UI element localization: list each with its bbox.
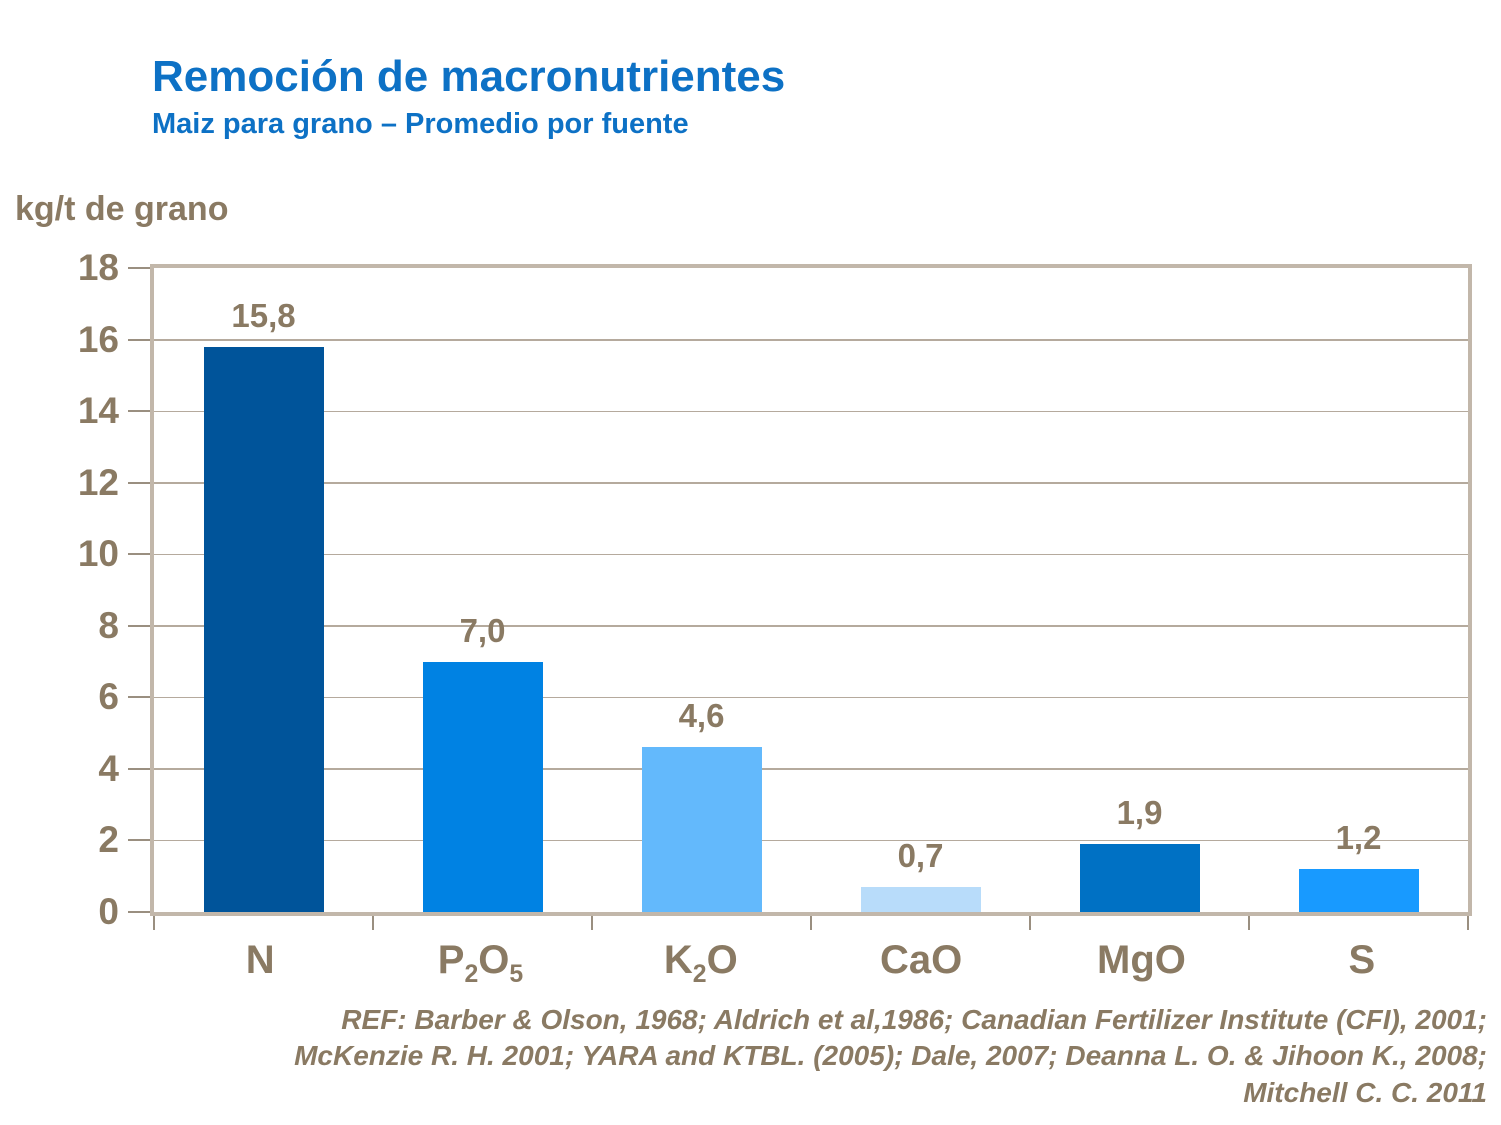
y-axis-tick xyxy=(128,410,150,413)
bar-value-label: 15,8 xyxy=(231,296,296,334)
x-category-label: K2O xyxy=(663,938,738,988)
y-tick-label: 14 xyxy=(77,390,119,432)
gridline xyxy=(154,839,1468,842)
bar-group: 15,8 xyxy=(154,268,373,912)
x-category-label: S xyxy=(1348,938,1376,982)
y-axis-label: kg/t de grano xyxy=(15,190,229,228)
y-tick-label: 10 xyxy=(77,533,119,575)
bar-value-label: 0,7 xyxy=(897,836,944,874)
x-axis-tick xyxy=(590,916,593,930)
gridline xyxy=(154,768,1468,770)
x-category-label: P2O5 xyxy=(437,938,524,988)
x-axis-tick xyxy=(810,916,812,930)
plot-area: 0 2 4 6 8 10 12 14 16 18 15,8 7,0 4,6 0,7 1,9 1,2 xyxy=(78,249,1472,930)
gridline xyxy=(154,625,1468,627)
bar-group: 1,9 xyxy=(1030,268,1249,912)
x-axis-tick xyxy=(1028,916,1031,930)
y-tick-label: 8 xyxy=(98,604,119,646)
gridline xyxy=(154,553,1468,556)
bar xyxy=(641,747,762,912)
gridline xyxy=(154,696,1468,699)
gridline xyxy=(154,410,1468,413)
y-axis-tick xyxy=(128,481,150,484)
y-axis-tick xyxy=(128,338,150,341)
y-axis-tick xyxy=(128,767,150,770)
y-tick-label: 18 xyxy=(77,247,119,288)
bar xyxy=(860,886,981,912)
y-tick-label: 16 xyxy=(77,318,119,360)
reference-line: Mitchell C. C. 2011 xyxy=(1243,1076,1487,1108)
chart-title: Remoción de macronutrientes xyxy=(152,52,786,101)
reference-line: McKenzie R. H. 2001; YARA and KTBL. (200… xyxy=(294,1040,1487,1072)
bar-value-label: 4,6 xyxy=(678,697,725,735)
bar-group: 7,0 xyxy=(373,268,592,912)
bar-value-label: 1,2 xyxy=(1335,819,1382,857)
bar-group: 4,6 xyxy=(592,268,811,912)
bar-value-label: 7,0 xyxy=(459,611,506,649)
references: REF: Barber & Olson, 1968; Aldrich et al… xyxy=(37,1002,1487,1111)
chart-subtitle: Maiz para grano – Promedio por fuente xyxy=(152,108,689,140)
gridline xyxy=(154,339,1468,341)
x-axis-tick xyxy=(371,916,374,930)
y-tick-label: 12 xyxy=(77,461,119,503)
y-axis-tick xyxy=(128,839,150,842)
x-axis-tick xyxy=(1467,916,1469,930)
gridline xyxy=(154,482,1468,484)
bar-group: 0,7 xyxy=(811,268,1030,912)
bar xyxy=(422,661,543,912)
y-axis-tick xyxy=(128,267,150,269)
x-labels-row: N P2O5 K2O CaO MgO S xyxy=(150,938,1472,989)
y-axis-tick xyxy=(128,624,150,627)
y-axis-tick xyxy=(128,696,150,699)
x-category-label: CaO xyxy=(880,938,963,982)
bar xyxy=(203,346,324,912)
x-axis-tick xyxy=(1248,916,1250,930)
y-tick-label: 6 xyxy=(98,676,119,718)
bar-value-label: 1,9 xyxy=(1116,794,1163,832)
y-tick-label: 0 xyxy=(98,891,119,932)
y-tick-label: 2 xyxy=(98,819,119,861)
y-tick-label: 4 xyxy=(98,747,119,789)
bar xyxy=(1298,869,1419,912)
bar xyxy=(1079,844,1200,912)
bars-row: 15,8 7,0 4,6 0,7 1,9 1,2 xyxy=(154,268,1468,912)
reference-line: REF: Barber & Olson, 1968; Aldrich et al… xyxy=(341,1004,1487,1035)
y-axis-tick xyxy=(128,553,150,556)
x-category-label: N xyxy=(245,938,275,982)
y-axis-tick xyxy=(128,911,150,913)
x-axis-tick xyxy=(153,916,155,930)
bar-group: 1,2 xyxy=(1249,268,1468,912)
x-category-label: MgO xyxy=(1097,938,1186,982)
